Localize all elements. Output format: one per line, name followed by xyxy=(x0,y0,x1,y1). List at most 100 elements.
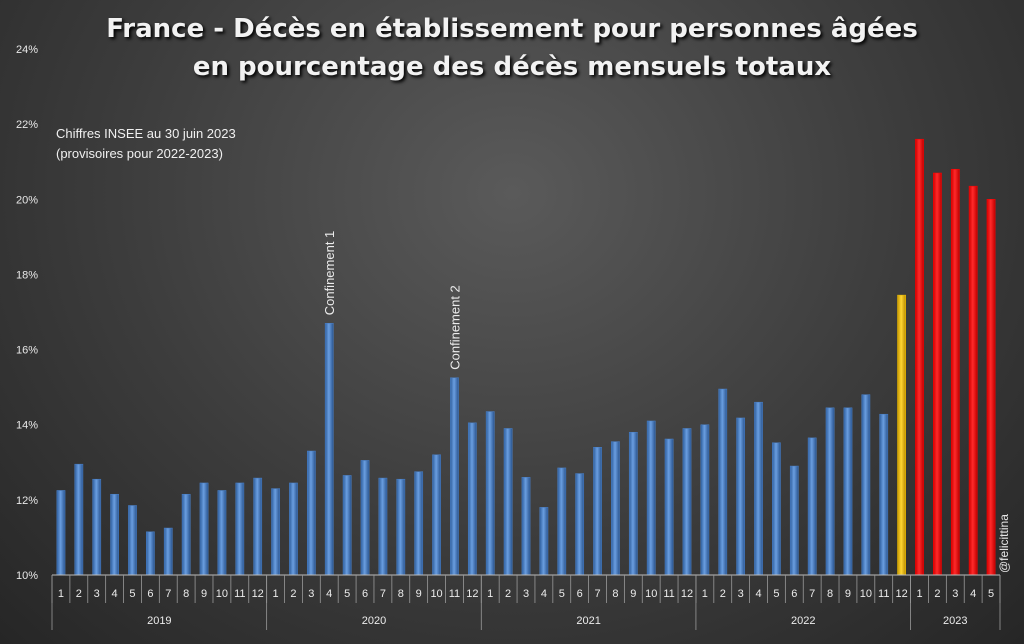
month-label: 10 xyxy=(216,588,228,600)
year-label: 2022 xyxy=(791,615,815,627)
bar-default xyxy=(396,478,406,576)
year-label: 2019 xyxy=(147,615,171,627)
bar-default xyxy=(718,388,728,576)
bar-default xyxy=(199,482,209,576)
month-label: 12 xyxy=(466,588,478,600)
month-label: 11 xyxy=(663,588,674,600)
bar-default xyxy=(682,428,692,576)
bar-default xyxy=(74,463,84,576)
month-label: 8 xyxy=(183,588,189,600)
bar-default xyxy=(843,407,853,576)
bar-default xyxy=(593,447,602,576)
bar-default xyxy=(163,527,173,576)
bar-default xyxy=(807,437,817,576)
month-label: 7 xyxy=(594,588,600,600)
month-label: 11 xyxy=(234,588,245,600)
month-label: 3 xyxy=(952,588,958,600)
month-label: 7 xyxy=(380,588,386,600)
month-label: 7 xyxy=(165,588,171,600)
y-tick-label: 10% xyxy=(16,570,38,582)
bar-highlight xyxy=(897,294,906,576)
bar-recent xyxy=(915,138,924,576)
month-label: 8 xyxy=(827,588,833,600)
bar-default xyxy=(772,442,781,576)
month-label: 6 xyxy=(577,588,583,600)
month-label: 8 xyxy=(612,588,618,600)
bar-default xyxy=(432,454,441,576)
bar-default xyxy=(611,441,620,576)
month-label: 5 xyxy=(988,588,994,600)
month-label: 1 xyxy=(273,588,279,600)
year-label: 2021 xyxy=(576,615,600,627)
x-axis: 1 2 3 4 5 6 7 8 9 10 11 12 1 2 3 4 5 6 7 8 9 10 11 12 1 2 3 4 5 6 7 8 9 1… xyxy=(51,574,1001,630)
bar-default xyxy=(467,422,477,576)
bar-recent xyxy=(986,199,996,576)
bar-recent xyxy=(933,172,942,576)
bar-default xyxy=(217,490,227,576)
month-label: 4 xyxy=(970,588,976,600)
month-label: 6 xyxy=(791,588,797,600)
bar-default xyxy=(503,428,513,576)
bar-default xyxy=(664,438,674,576)
bar-default xyxy=(306,450,316,576)
y-tick-label: 20% xyxy=(16,194,38,206)
month-label: 8 xyxy=(398,588,404,600)
bar-default xyxy=(789,465,799,576)
bar-default xyxy=(110,493,119,576)
bar-default xyxy=(271,488,280,576)
y-tick-label: 24% xyxy=(16,44,38,56)
y-tick-label: 22% xyxy=(16,119,38,131)
month-label: 9 xyxy=(416,588,422,600)
bar-default xyxy=(485,411,495,576)
bar-recent xyxy=(968,185,978,576)
month-label: 9 xyxy=(845,588,851,600)
bar-default xyxy=(342,475,352,576)
month-label: 12 xyxy=(252,588,264,600)
month-label: 10 xyxy=(860,588,872,600)
y-tick-label: 16% xyxy=(16,345,38,357)
month-label: 2 xyxy=(934,588,940,600)
bar-default xyxy=(557,467,567,576)
bar-default xyxy=(700,424,710,576)
source-note-line1: Chiffres INSEE au 30 juin 2023 xyxy=(56,126,236,141)
month-label: 2 xyxy=(720,588,726,600)
bars-group xyxy=(56,138,996,576)
annotation-1: Confinement 1 xyxy=(322,231,337,316)
month-label: 5 xyxy=(129,588,135,600)
month-label: 10 xyxy=(645,588,657,600)
bar-default xyxy=(736,417,746,576)
month-label: 9 xyxy=(630,588,636,600)
bar-default xyxy=(539,507,549,576)
bar-default xyxy=(754,401,763,576)
bar-default xyxy=(235,482,245,576)
bar-default xyxy=(378,477,388,576)
month-label: 2 xyxy=(76,588,82,600)
month-label: 1 xyxy=(916,588,922,600)
bar-default xyxy=(253,477,263,576)
month-label: 3 xyxy=(523,588,529,600)
bar-default xyxy=(879,413,889,576)
month-label: 12 xyxy=(895,588,907,600)
month-label: 1 xyxy=(58,588,64,600)
month-label: 3 xyxy=(308,588,314,600)
y-tick-label: 12% xyxy=(16,495,38,507)
bar-default xyxy=(289,482,298,576)
year-label: 2023 xyxy=(943,615,967,627)
bar-default xyxy=(360,460,370,576)
y-tick-label: 18% xyxy=(16,269,38,281)
bar-default xyxy=(646,420,656,576)
y-tick-label: 14% xyxy=(16,420,38,432)
month-label: 7 xyxy=(809,588,815,600)
month-label: 3 xyxy=(94,588,100,600)
bar-recent xyxy=(950,168,960,576)
annotation-2: Confinement 2 xyxy=(447,285,462,370)
bar-default xyxy=(181,493,191,576)
y-axis: 10% 12% 14% 16% 18% 20% 22% 24% xyxy=(16,44,38,582)
month-label: 5 xyxy=(344,588,350,600)
month-label: 5 xyxy=(559,588,565,600)
month-label: 6 xyxy=(362,588,368,600)
bar-default xyxy=(128,505,137,576)
month-label: 6 xyxy=(147,588,153,600)
chart-title-line2: en pourcentage des décès mensuels totaux xyxy=(192,52,832,82)
